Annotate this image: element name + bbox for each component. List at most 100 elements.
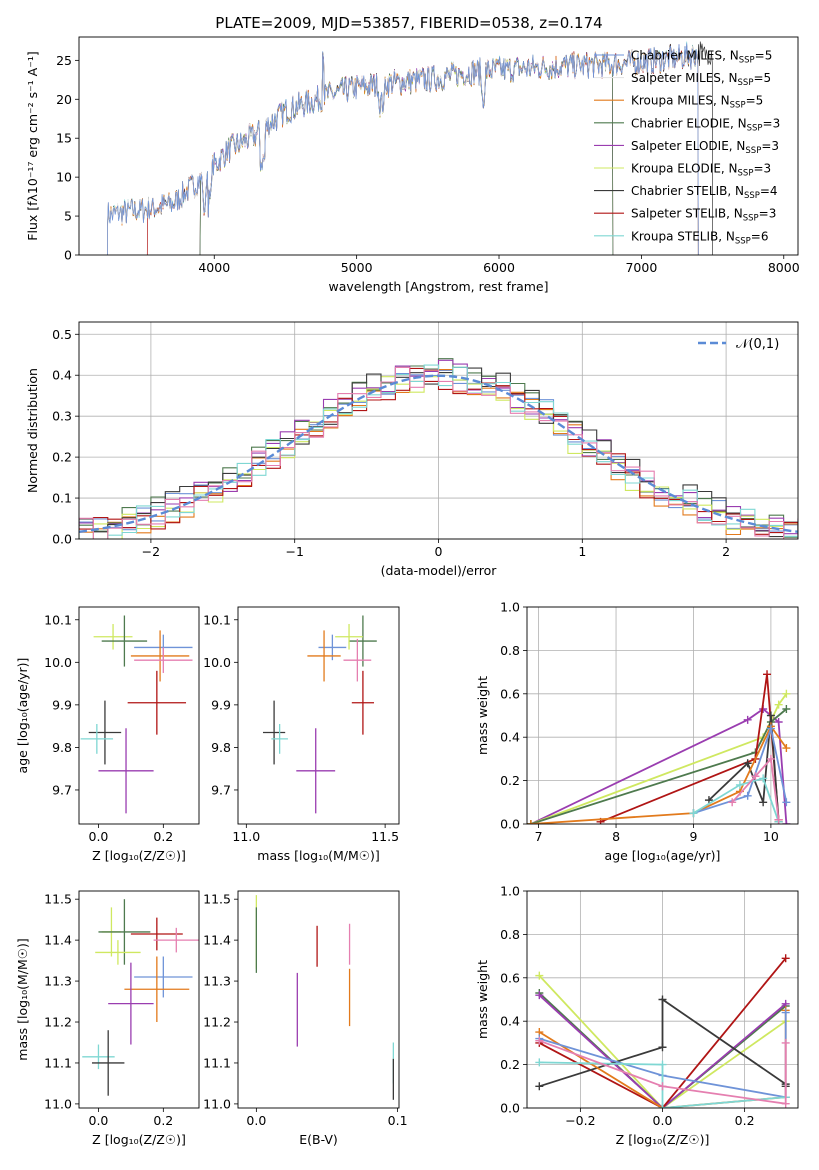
x-tick-label: −1 <box>285 544 303 559</box>
y-tick-label: 10.1 <box>203 612 231 627</box>
y-tick-label: 9.9 <box>211 697 231 712</box>
weight-marker <box>759 774 768 783</box>
y-tick-label: 11.1 <box>203 1055 231 1070</box>
y-tick-label: 0.6 <box>500 970 520 985</box>
y-tick-label: 11.4 <box>203 933 231 948</box>
plot-area <box>527 670 791 824</box>
weight-line <box>693 725 788 814</box>
x-tick-label: 7000 <box>625 260 657 275</box>
y-tick-label: 0.5 <box>52 327 72 342</box>
axes-frame <box>526 606 799 825</box>
y-tick-label: 11.2 <box>203 1015 231 1030</box>
y-tick-label: 10.0 <box>203 655 231 670</box>
x-tick-label: −2 <box>142 544 160 559</box>
y-tick-label: 0.3 <box>52 409 72 424</box>
panel-weights_vs_age: 7 8 9 10 0.0 0.2 0.4 0.6 0.8 1.0 age [log₁₀(age/yr… <box>475 600 799 863</box>
y-tick-label: 0.6 <box>500 686 520 701</box>
weight-line <box>538 1039 787 1105</box>
weight-marker <box>782 744 791 753</box>
legend-subscript: SSP <box>730 101 746 111</box>
weight-marker <box>759 798 768 807</box>
plot-area <box>255 895 395 1100</box>
weight-line <box>530 708 787 824</box>
axes-frame <box>78 36 799 256</box>
y-axis-label: mass weight <box>475 676 490 755</box>
weight-marker <box>751 772 760 781</box>
axes-frame <box>526 890 799 1109</box>
legend-suffix: =3 <box>761 139 779 153</box>
x-tick-label: 0.1 <box>388 1113 408 1128</box>
legend-suffix: =5 <box>755 49 773 63</box>
y-tick-label: 0.4 <box>52 368 72 383</box>
panel-residuals: −2 −1 0 1 2 0.0 0.1 0.2 0.3 0.4 0.5 (data-model)/er… <box>25 321 799 578</box>
weight-marker <box>535 971 544 980</box>
legend-label: Chabrier ELODIE, NSSP=3 <box>631 116 780 133</box>
weight-line <box>538 992 787 1108</box>
y-tick-label: 11.0 <box>203 1096 231 1111</box>
legend-label: Chabrier STELIB, NSSP=4 <box>631 184 778 201</box>
y-tick-label: 20 <box>56 92 72 107</box>
y-tick-label: 0.8 <box>500 927 520 942</box>
weight-marker <box>743 791 752 800</box>
x-tick-label: 0.0 <box>246 1113 266 1128</box>
x-tick-label: 0.0 <box>89 1113 109 1128</box>
weight-marker <box>535 991 544 1000</box>
x-tick-label: 9 <box>689 829 697 844</box>
y-axis-label: mass weight <box>475 960 490 1039</box>
x-tick-label: 8000 <box>768 260 800 275</box>
y-tick-label: 15 <box>56 131 72 146</box>
y-tick-label: 9.8 <box>211 740 231 755</box>
y-tick-label: 0.1 <box>52 491 72 506</box>
panel-spectrum: 4000 5000 6000 7000 8000 0 5 10 15 20 25 wavelength… <box>25 36 800 294</box>
weight-line <box>731 756 780 820</box>
y-tick-label: 10.1 <box>44 612 72 627</box>
x-tick-label: 0.2 <box>153 1113 173 1128</box>
y-tick-label: 10 <box>56 170 72 185</box>
legend-label: Chabrier MILES, NSSP=5 <box>631 49 772 66</box>
y-tick-label: 0.2 <box>52 450 72 465</box>
x-tick-label: 7 <box>535 829 543 844</box>
x-axis-label: E(B-V) <box>299 1132 338 1147</box>
y-tick-label: 11.5 <box>44 892 72 907</box>
panel-age_vs_Z: 0.0 0.2 9.7 9.8 9.9 10.0 10.1 Z [log₁₀(Z/Z☉)] ag… <box>15 606 200 863</box>
x-axis-label: age [log₁₀(age/yr)] <box>605 848 721 863</box>
y-axis-label: mass [log₁₀(M/M☉)] <box>15 938 30 1060</box>
x-tick-label: −0.2 <box>565 1113 595 1128</box>
histogram-step <box>79 364 798 539</box>
weight-marker <box>781 1008 790 1017</box>
weight-marker <box>743 715 752 724</box>
legend-suffix: =5 <box>753 71 771 85</box>
weight-marker <box>535 1082 544 1091</box>
y-tick-label: 9.7 <box>52 782 72 797</box>
weight-marker <box>782 820 791 824</box>
x-tick-label: 0.0 <box>89 829 109 844</box>
legend-label: Salpeter STELIB, NSSP=3 <box>631 207 776 224</box>
weight-marker <box>743 759 752 768</box>
x-tick-label: 6000 <box>483 260 515 275</box>
legend-subscript: SSP <box>745 146 761 156</box>
plot-area <box>82 899 199 1096</box>
spectrum-line <box>107 45 699 255</box>
x-tick-label: 8 <box>612 829 620 844</box>
legend-suffix: =5 <box>746 94 764 108</box>
axes-frame <box>78 606 200 825</box>
x-axis-label: mass [log₁₀(M/M☉)] <box>257 848 379 863</box>
chart-title: PLATE=2009, MJD=53857, FIBERID=0538, z=0… <box>215 14 602 32</box>
y-tick-label: 9.9 <box>52 697 72 712</box>
weight-marker <box>658 1104 667 1108</box>
weight-marker <box>774 718 783 727</box>
x-tick-label: 5000 <box>341 260 373 275</box>
weight-line <box>530 693 788 824</box>
y-tick-label: 10.0 <box>44 655 72 670</box>
x-tick-label: 4000 <box>198 260 230 275</box>
y-tick-label: 1.0 <box>500 884 520 899</box>
legend-subscript: SSP <box>738 169 754 179</box>
weight-marker <box>782 798 791 807</box>
x-tick-label: 1 <box>578 544 586 559</box>
legend-label: Kroupa STELIB, NSSP=6 <box>631 229 769 246</box>
plot-area <box>79 358 798 539</box>
panel-mass_vs_Z: 0.0 0.2 11.0 11.1 11.2 11.3 11.4 11.5 Z [log₁₀(Z… <box>15 890 200 1147</box>
y-tick-label: 11.3 <box>44 974 72 989</box>
y-tick-label: 11.4 <box>44 933 72 948</box>
weight-marker <box>658 995 667 1004</box>
